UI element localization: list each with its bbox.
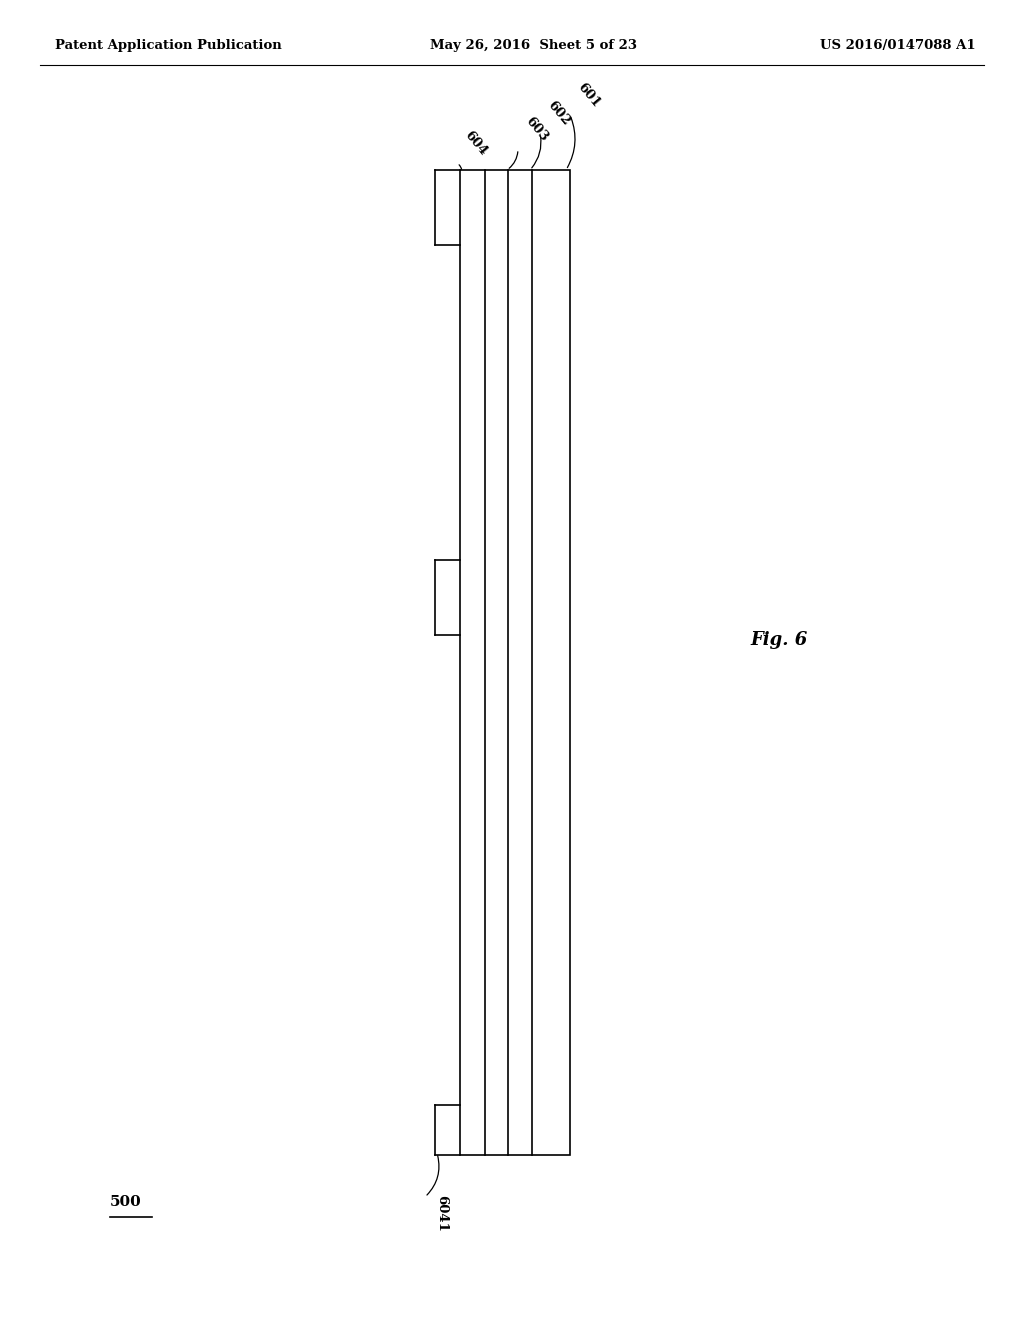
Text: 604: 604 — [462, 128, 489, 158]
Text: Patent Application Publication: Patent Application Publication — [55, 38, 282, 51]
Bar — [460, 170, 570, 1155]
Text: May 26, 2016  Sheet 5 of 23: May 26, 2016 Sheet 5 of 23 — [430, 38, 637, 51]
Text: 601: 601 — [575, 81, 603, 110]
Text: 6041: 6041 — [435, 1195, 449, 1232]
Text: 603: 603 — [523, 115, 551, 144]
Text: US 2016/0147088 A1: US 2016/0147088 A1 — [820, 38, 976, 51]
Text: 602: 602 — [545, 99, 572, 128]
Text: 500: 500 — [110, 1195, 141, 1209]
Text: Fig. 6: Fig. 6 — [750, 631, 807, 649]
